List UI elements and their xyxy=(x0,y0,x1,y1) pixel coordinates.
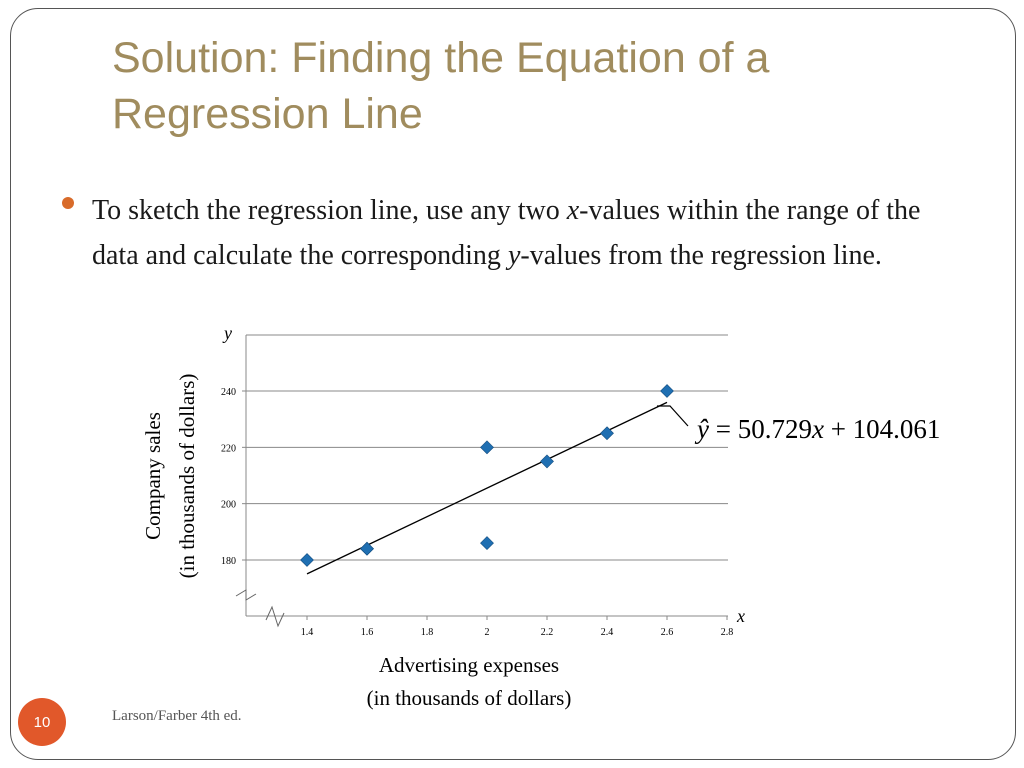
y-tick-labels: 180 200 220 240 xyxy=(221,387,236,567)
y-tick-label: 220 xyxy=(221,443,236,454)
x-axis-break-icon xyxy=(265,605,285,628)
data-point xyxy=(300,553,314,567)
equation-intercept: + 104.061 xyxy=(824,414,940,444)
bullet-text-part-1: To sketch the regression line, use any t… xyxy=(92,195,567,226)
slide-frame xyxy=(10,8,1016,760)
title-line-1: Solution: Finding the Equation of a xyxy=(112,34,770,82)
x-tick-label: 2 xyxy=(485,627,490,638)
data-point xyxy=(480,536,494,551)
data-point xyxy=(600,426,614,441)
bullet-dot-icon xyxy=(62,197,74,209)
x-tick-labels: 1.4 1.6 1.8 2 2.2 2.4 2.6 2.8 xyxy=(301,627,734,638)
x-tick-label: 2.2 xyxy=(541,627,554,638)
bullet-text: To sketch the regression line, use any t… xyxy=(92,188,952,278)
data-point xyxy=(360,541,374,556)
equation-yhat: ŷ xyxy=(694,414,709,444)
y-tick-label: 200 xyxy=(221,500,236,511)
bullet-text-part-2: -values within the range of the data and… xyxy=(92,195,921,271)
data-point xyxy=(540,454,554,469)
x-axis-label-line-1: Advertising expenses xyxy=(379,653,559,677)
equation-equals: = xyxy=(709,414,738,444)
y-axis-symbol: y xyxy=(222,323,232,343)
bullet-text-part-3: -values from the regression line. xyxy=(520,240,882,271)
y-axis-label-line-1: Company sales xyxy=(141,412,165,540)
y-tick-label: 240 xyxy=(221,387,236,398)
bullet-var-y: y xyxy=(507,240,521,271)
y-tick-label: 180 xyxy=(221,556,236,567)
footer-citation: Larson/Farber 4th ed. xyxy=(112,708,242,724)
y-axis-break-icon xyxy=(235,589,257,601)
x-tick-label: 1.4 xyxy=(301,627,314,638)
data-points xyxy=(300,384,674,567)
regression-equation: ŷ = 50.729x + 104.061 xyxy=(694,414,940,444)
chart-axes xyxy=(235,335,728,628)
x-tick-label: 2.8 xyxy=(721,627,734,638)
equation-leader-line xyxy=(657,405,689,427)
data-point xyxy=(660,384,674,398)
data-point xyxy=(480,440,494,455)
x-tick-label: 2.4 xyxy=(601,627,614,638)
y-axis-label-line-2: (in thousands of dollars) xyxy=(175,374,199,579)
equation-x: x xyxy=(811,414,824,444)
slide-number-badge: 10 xyxy=(18,698,66,746)
x-tick-label: 2.6 xyxy=(661,627,674,638)
equation-coefficient: 50.729 xyxy=(738,414,812,444)
slide-title: Solution: Finding the Equation of a Regr… xyxy=(112,30,972,142)
x-axis-label-line-2: (in thousands of dollars) xyxy=(367,686,572,710)
bullet-var-x: x xyxy=(566,195,580,226)
x-axis-symbol: x xyxy=(736,606,745,626)
x-tick-label: 1.6 xyxy=(361,627,374,638)
x-tick-label: 1.8 xyxy=(421,627,434,638)
title-line-2: Regression Line xyxy=(112,90,423,138)
